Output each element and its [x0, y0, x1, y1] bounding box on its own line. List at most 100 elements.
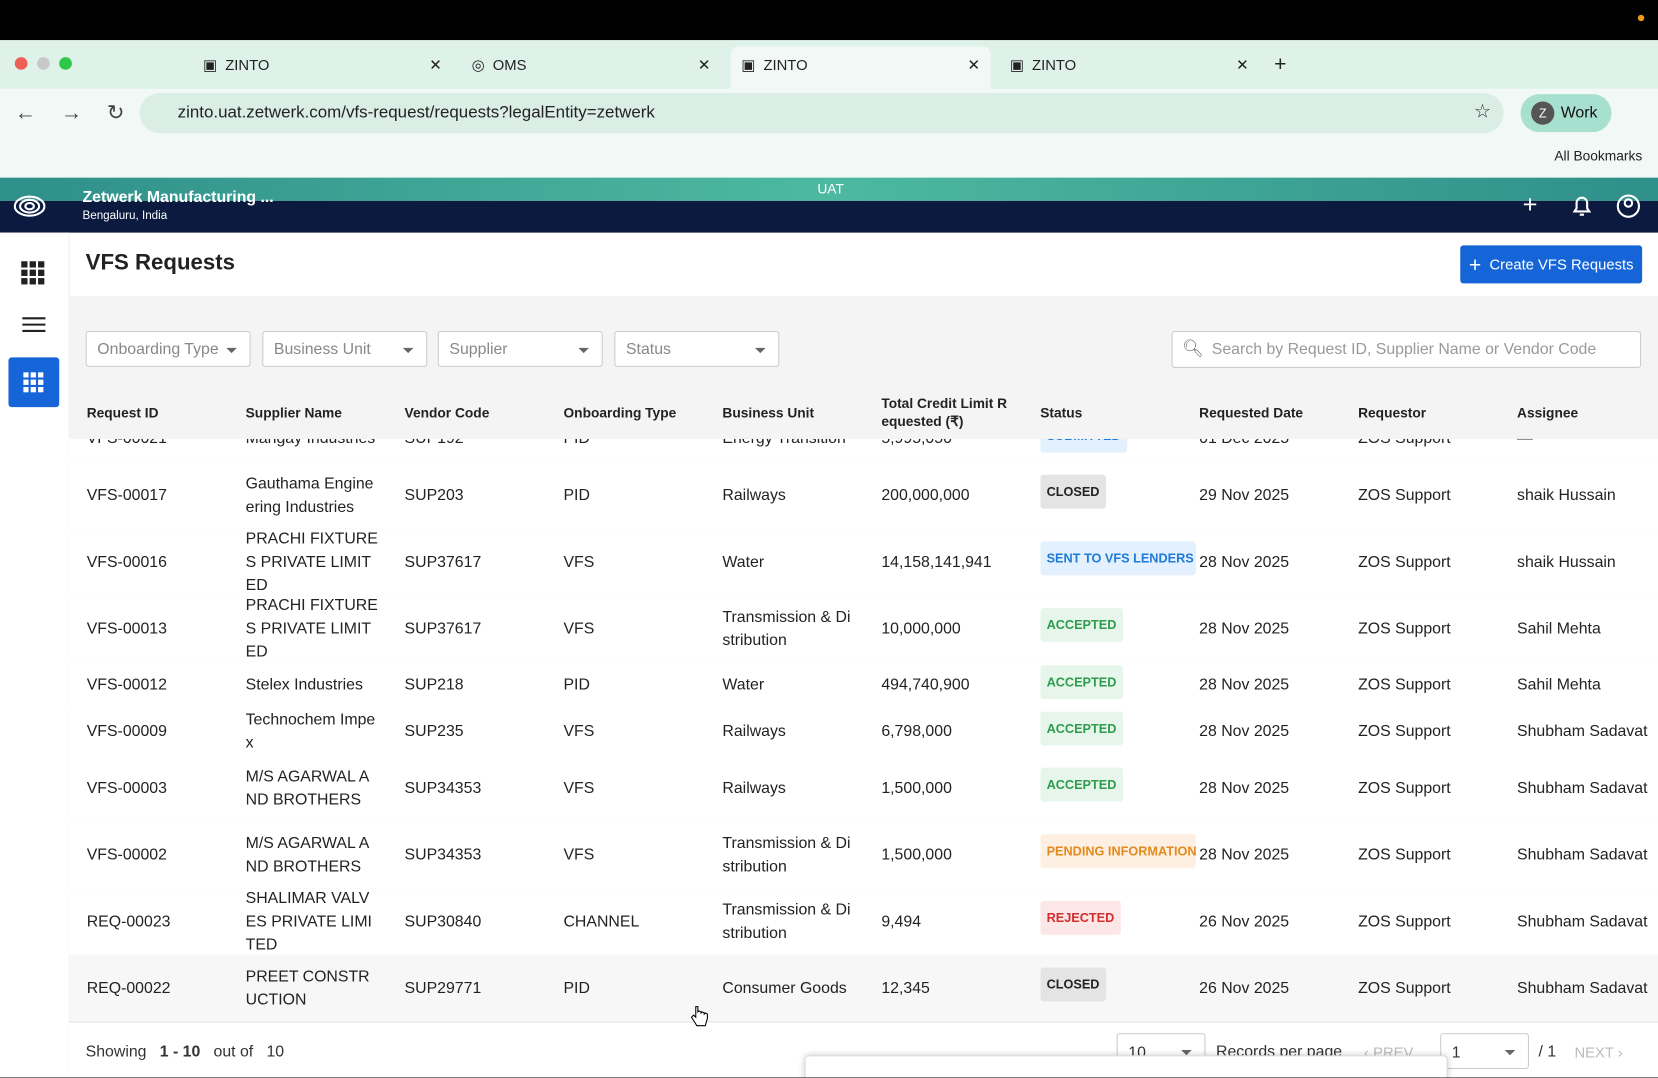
- table-row[interactable]: VFS-00003M/S AGARWAL AND BROTHERSSUP3435…: [69, 755, 1658, 823]
- cell: ACCEPTED: [1022, 711, 1181, 752]
- cell: SUP29771: [387, 977, 546, 1000]
- apps-icon[interactable]: [21, 261, 44, 284]
- cell: ACCEPTED: [1022, 768, 1181, 809]
- column-header: Requested Date: [1181, 403, 1340, 421]
- status-badge: ACCEPTED: [1040, 665, 1122, 699]
- next-label: NEXT: [1574, 1044, 1613, 1061]
- cell: 14,158,141,941: [863, 550, 1022, 573]
- table-row[interactable]: VFS-00021Mangay IndustriesSUP192PIDEnerg…: [69, 439, 1658, 463]
- cell: Energy Transition: [704, 439, 863, 451]
- create-button[interactable]: + Create VFS Requests: [1460, 245, 1642, 283]
- cell: Water: [704, 674, 863, 697]
- profile-initial: Z: [1531, 102, 1554, 125]
- tab[interactable]: ▣ ZINTO✕: [741, 49, 807, 81]
- cell: ZOS Support: [1340, 843, 1499, 866]
- cell: Transmission & Distribution: [704, 898, 863, 945]
- cell: CHANNEL: [546, 910, 705, 933]
- company[interactable]: Zetwerk Manufacturing ...: [82, 188, 273, 206]
- cell: 28 Nov 2025: [1181, 550, 1340, 573]
- cell: 1,500,000: [863, 777, 1022, 800]
- profile-name: Work: [1561, 104, 1598, 122]
- filter[interactable]: Business Unit: [262, 331, 427, 367]
- column-header: Requestor: [1340, 403, 1499, 421]
- cell: Shubham Sadavat: [1499, 777, 1658, 800]
- cell: 28 Nov 2025: [1181, 843, 1340, 866]
- cell: Water: [704, 550, 863, 573]
- cell: SUP203: [387, 484, 546, 507]
- range: 1 - 10: [160, 1043, 201, 1061]
- status-badge: CLOSED: [1040, 475, 1106, 509]
- cell: ZOS Support: [1340, 720, 1499, 743]
- cell: Stelex Industries: [228, 674, 387, 697]
- cell: VFS: [546, 617, 705, 640]
- cell: SUP34353: [387, 843, 546, 866]
- cell: 01 Dec 2025: [1181, 439, 1340, 451]
- cell: SHALIMAR VALVES PRIVATE LIMITED: [228, 887, 387, 957]
- status-badge: ACCEPTED: [1040, 711, 1122, 745]
- cell: —: [1499, 439, 1658, 451]
- tab[interactable]: ▣ ZINTO✕: [1010, 49, 1076, 81]
- location: Bengaluru, India: [82, 209, 167, 222]
- table-row[interactable]: VFS-00016PRACHI FIXTURES PRIVATE LIMITED…: [69, 529, 1658, 597]
- filter[interactable]: Status: [614, 331, 779, 367]
- cell: PID: [546, 484, 705, 507]
- cell: PRACHI FIXTURES PRIVATE LIMITED: [228, 594, 387, 664]
- table-row[interactable]: VFS-00017Gauthama Engineering Industries…: [69, 462, 1658, 530]
- table-row[interactable]: VFS-00012Stelex IndustriesSUP218PIDWater…: [69, 662, 1658, 710]
- pages: / 1: [1539, 1043, 1557, 1061]
- table-row[interactable]: REQ-00022PREET CONSTRUCTIONSUP29771PIDCo…: [69, 955, 1658, 1023]
- status-badge: SUBMITTED: [1040, 439, 1127, 452]
- cell: Technochem Impex: [228, 708, 387, 755]
- cell: ZOS Support: [1340, 777, 1499, 800]
- cell: SUP34353: [387, 777, 546, 800]
- url: zinto.uat.zetwerk.com/vfs-request/reques…: [178, 104, 655, 123]
- tab[interactable]: ◎ OMS✕: [472, 49, 527, 81]
- next[interactable]: NEXT ›: [1574, 1044, 1622, 1061]
- filter[interactable]: Onboarding Type: [86, 331, 251, 367]
- column-header: Business Unit: [704, 403, 863, 421]
- header-icons[interactable]: [1569, 194, 1658, 219]
- cell: Transmission & Distribution: [704, 605, 863, 652]
- cell: ACCEPTED: [1022, 665, 1181, 706]
- cell: 26 Nov 2025: [1181, 977, 1340, 1000]
- cell: Railways: [704, 484, 863, 507]
- add[interactable]: +: [1523, 190, 1538, 220]
- cell: 26 Nov 2025: [1181, 910, 1340, 933]
- cell: 10,000,000: [863, 617, 1022, 640]
- table-row[interactable]: VFS-00009Technochem ImpexSUP235VFSRailwa…: [69, 708, 1658, 756]
- cell: Shubham Sadavat: [1499, 977, 1658, 1000]
- table-row[interactable]: REQ-00023SHALIMAR VALVES PRIVATE LIMITED…: [69, 888, 1658, 956]
- cell: shaik Hussain: [1499, 484, 1658, 507]
- total: 10: [266, 1043, 284, 1061]
- cell: PRACHI FIXTURES PRIVATE LIMITED: [228, 527, 387, 597]
- cell: CLOSED: [1022, 475, 1181, 516]
- cell: M/S AGARWAL AND BROTHERS: [228, 765, 387, 812]
- cell: ZOS Support: [1340, 439, 1499, 451]
- bookmarks[interactable]: All Bookmarks: [1554, 148, 1642, 164]
- star[interactable]: ☆: [1474, 100, 1491, 122]
- filter[interactable]: Supplier: [438, 331, 603, 367]
- cell: Mangay Industries: [228, 439, 387, 451]
- cell: Gauthama Engineering Industries: [228, 472, 387, 519]
- new-tab[interactable]: +: [1274, 49, 1286, 81]
- tab[interactable]: ▣ ZINTO✕: [203, 49, 269, 81]
- cell: VFS-00021: [69, 439, 228, 451]
- logo: [13, 192, 47, 219]
- cell: VFS-00003: [69, 777, 228, 800]
- cell: Railways: [704, 720, 863, 743]
- cell: VFS-00009: [69, 720, 228, 743]
- cell: PID: [546, 674, 705, 697]
- menu-icon[interactable]: [22, 316, 45, 333]
- cell: REQ-00022: [69, 977, 228, 1000]
- showing: Showing 1 - 10 out of 10: [86, 1043, 284, 1061]
- nav-buttons[interactable]: ← → ↻: [15, 99, 125, 125]
- button-label: Create VFS Requests: [1489, 256, 1633, 273]
- table-row[interactable]: VFS-00013PRACHI FIXTURES PRIVATE LIMITED…: [69, 595, 1658, 663]
- page-select[interactable]: 1: [1440, 1033, 1529, 1069]
- cell: 28 Nov 2025: [1181, 720, 1340, 743]
- top-bar: [0, 0, 1658, 40]
- status-badge: ACCEPTED: [1040, 768, 1122, 802]
- table-row[interactable]: VFS-00002M/S AGARWAL AND BROTHERSSUP3435…: [69, 822, 1658, 890]
- cell: 28 Nov 2025: [1181, 674, 1340, 697]
